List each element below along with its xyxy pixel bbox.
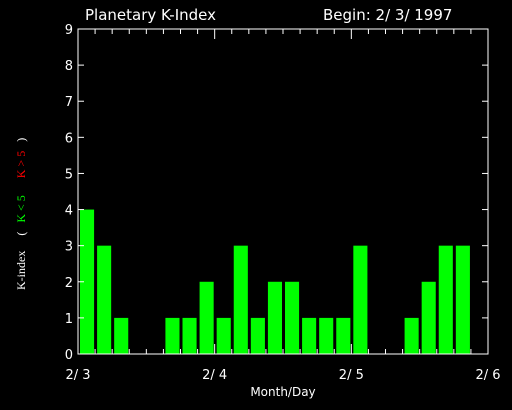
k-index-bar [165, 317, 180, 354]
y-axis-title-open-paren: ( [14, 232, 28, 236]
y-axis-title-low-legend: K < 5 [14, 195, 28, 222]
y-axis-title-main: K-index [14, 251, 28, 290]
k-index-bar [114, 317, 129, 354]
k-index-bar [302, 317, 317, 354]
k-index-bar [455, 245, 470, 354]
y-tick-label: 7 [65, 95, 73, 110]
bar-series [80, 209, 470, 354]
k-index-bar [421, 281, 436, 354]
k-index-bar [285, 281, 300, 354]
x-tick-label: 2/ 5 [339, 368, 364, 383]
y-tick-label: 3 [65, 240, 73, 255]
y-axis-title-close-paren: ) [14, 138, 28, 142]
x-axis-title: Month/Day [250, 385, 315, 399]
k-index-bar [199, 281, 214, 354]
k-index-bar [267, 281, 282, 354]
chart-title: Planetary K-Index [85, 6, 216, 24]
k-index-bar [97, 245, 112, 354]
k-index-bar [233, 245, 248, 354]
y-axis-title: K-index ( K < 5 K > 5 ) [14, 138, 28, 290]
plot-frame [77, 28, 489, 355]
y-tick-label: 1 [65, 312, 73, 327]
k-index-bar [336, 317, 351, 354]
x-tick-label: 2/ 4 [202, 368, 227, 383]
begin-date-label: Begin: 2/ 3/ 1997 [323, 6, 452, 24]
y-axis-ticks: 0 1 2 3 4 5 6 7 8 9 [65, 23, 488, 363]
x-tick-label: 2/ 3 [65, 368, 90, 383]
y-tick-label: 2 [65, 276, 73, 291]
k-index-bar [438, 245, 453, 354]
y-tick-label: 6 [65, 131, 73, 146]
x-axis-ticks: 2/ 3 2/ 4 2/ 5 2/ 6 [65, 29, 501, 383]
k-index-bar [404, 317, 419, 354]
k-index-bar [319, 317, 334, 354]
y-tick-label: 8 [65, 59, 73, 74]
y-tick-label: 5 [65, 167, 73, 182]
k-index-bar [250, 317, 265, 354]
k-index-bar [216, 317, 231, 354]
y-tick-label: 9 [65, 23, 73, 38]
k-index-bar [182, 317, 197, 354]
y-tick-label: 0 [65, 348, 73, 363]
y-tick-label: 4 [65, 204, 73, 219]
k-index-bar [353, 245, 368, 354]
y-axis-title-high-legend: K > 5 [14, 151, 28, 178]
x-tick-label: 2/ 6 [475, 368, 500, 383]
